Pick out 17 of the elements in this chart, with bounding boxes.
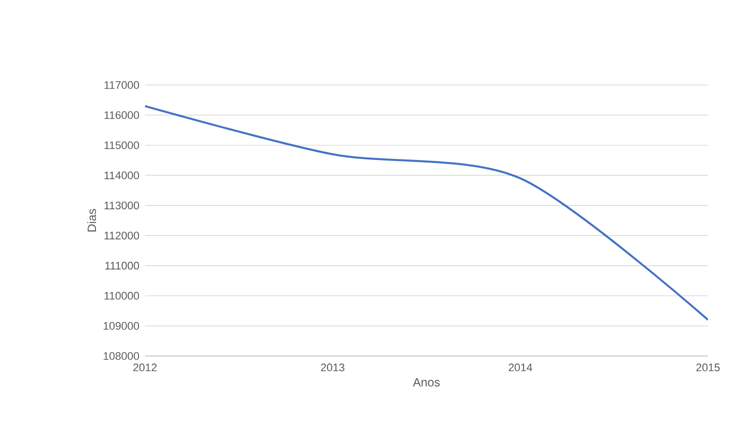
x-tick-label: 2015 <box>696 364 720 372</box>
line-series <box>145 105 708 321</box>
y-axis-title: Dias <box>87 208 96 232</box>
x-tick-label: 2013 <box>321 364 344 372</box>
y-tick-label: 110000 <box>104 292 140 300</box>
y-tick-label: 114000 <box>104 171 140 180</box>
x-axis-title: Anos <box>412 378 440 386</box>
y-tick-label: 115000 <box>104 141 140 150</box>
x-tick-label: 2012 <box>133 364 157 372</box>
y-tick-label: 117000 <box>104 81 140 89</box>
y-tick-label: 113000 <box>104 202 140 210</box>
y-tick-label: 112000 <box>104 232 140 240</box>
y-tick-label: 109000 <box>104 322 140 330</box>
y-tick-label: 108000 <box>104 352 140 360</box>
y-tick-label: 116000 <box>104 111 140 119</box>
y-tick-label: 111000 <box>105 262 140 270</box>
x-tick-label: 2014 <box>508 364 532 372</box>
